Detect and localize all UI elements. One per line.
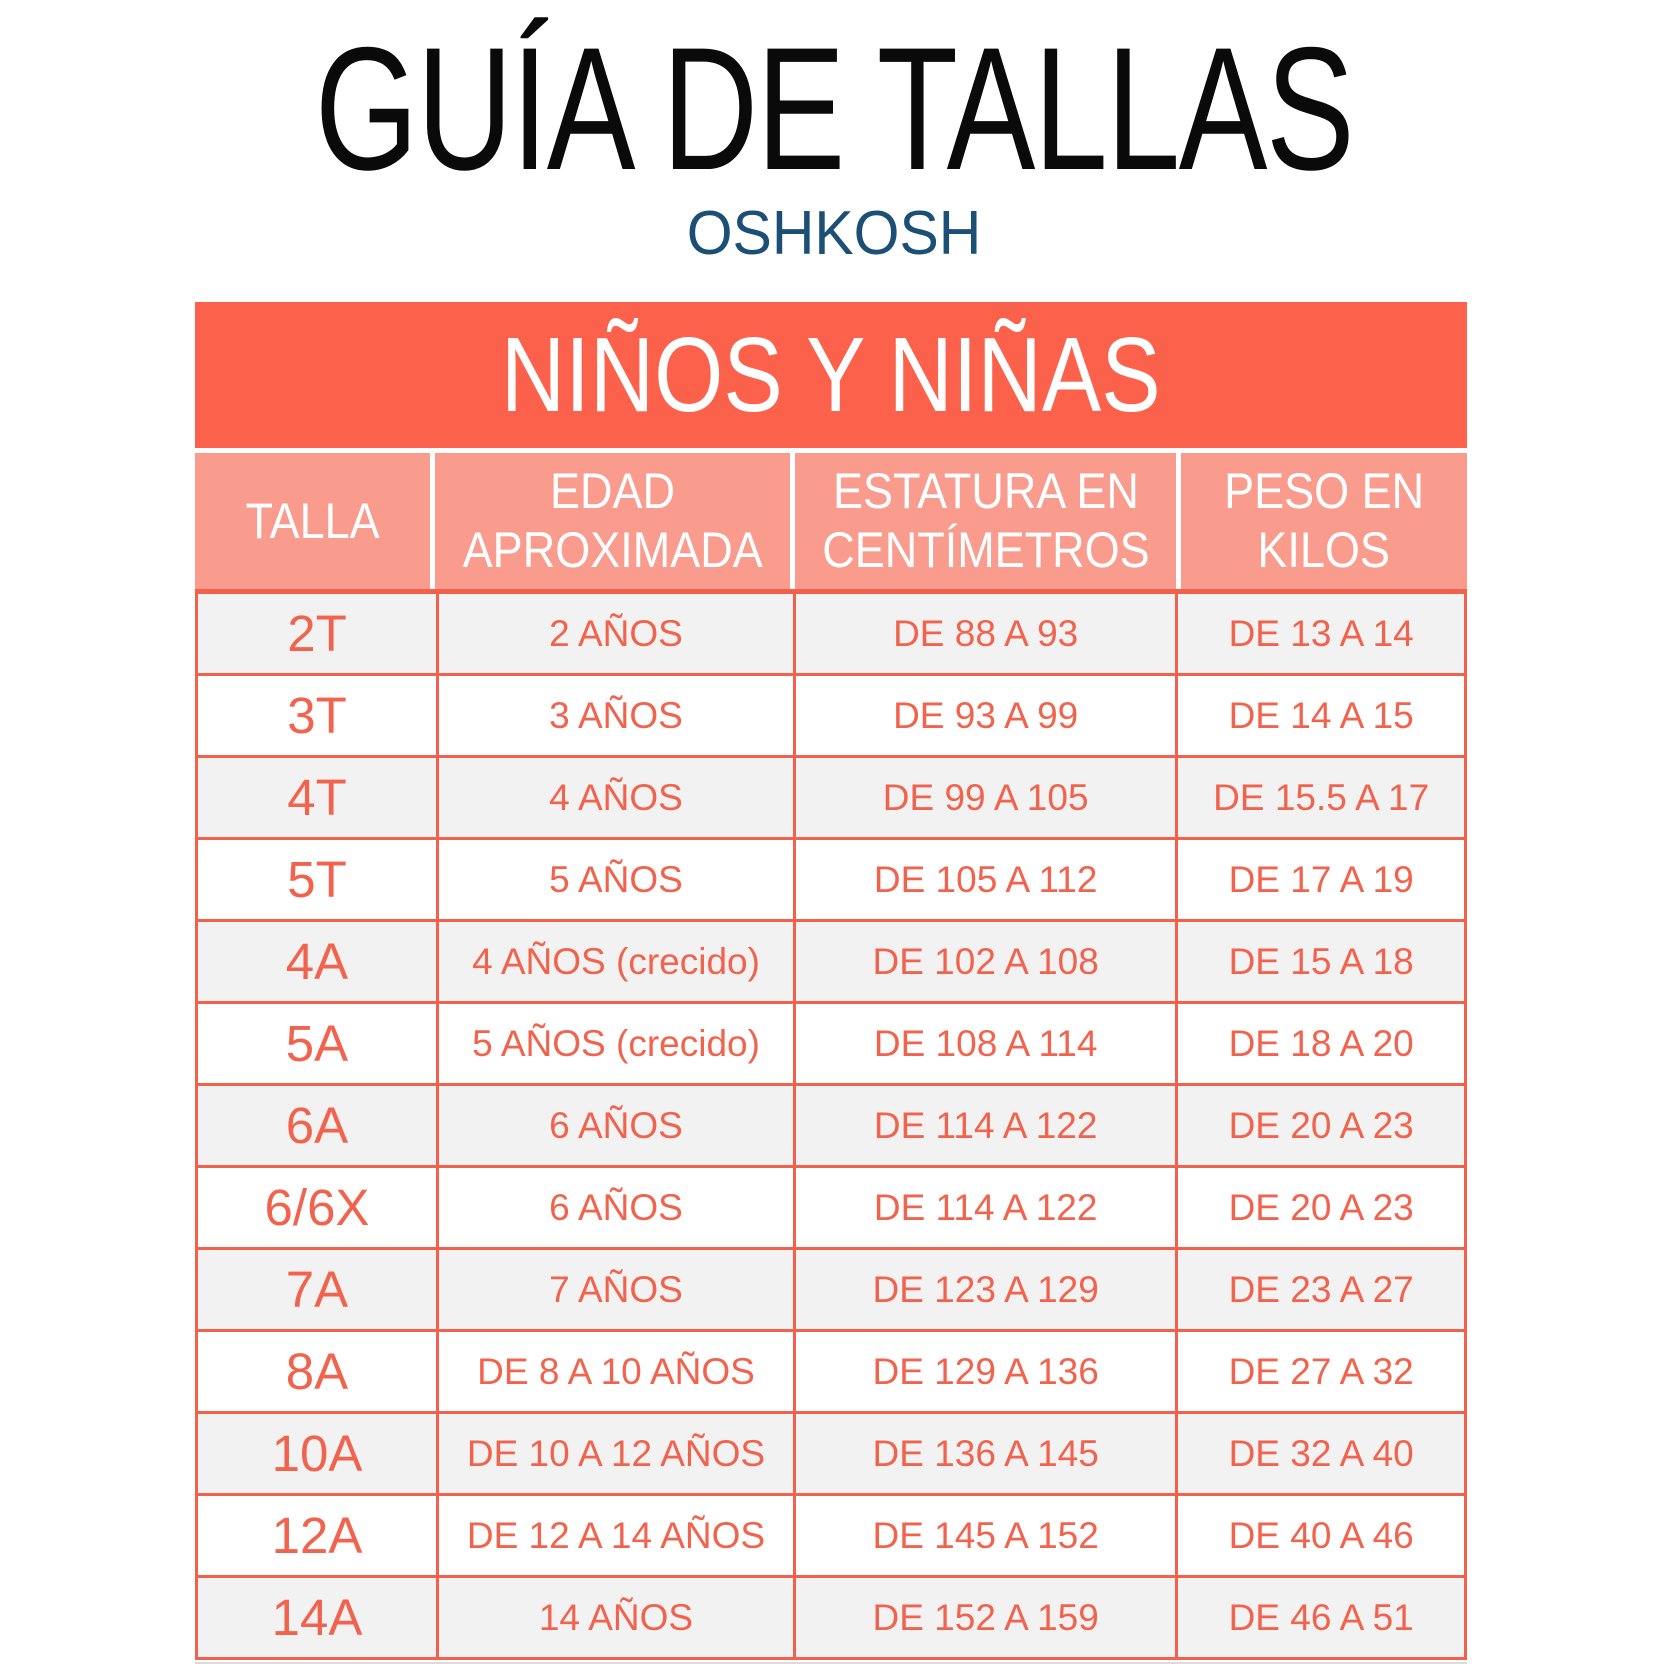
column-header-label: ESTATURA EN — [832, 463, 1139, 519]
column-header-label: PESO EN — [1223, 463, 1424, 519]
cell-edad: 4 AÑOS (crecido) — [436, 922, 793, 1001]
cell-peso: DE 27 A 32 — [1175, 1332, 1464, 1411]
page-title: GUÍA DE TALLAS — [314, 12, 1355, 207]
cell-edad: 2 AÑOS — [436, 594, 793, 673]
cell-edad: 4 AÑOS — [436, 758, 793, 837]
cell-peso: DE 40 A 46 — [1175, 1496, 1464, 1575]
cell-peso: DE 17 A 19 — [1175, 840, 1464, 919]
column-header-label: TALLA — [245, 492, 380, 549]
cell-peso: DE 20 A 23 — [1175, 1168, 1464, 1247]
cell-estatura: DE 152 A 159 — [793, 1578, 1175, 1657]
cell-talla: 4T — [287, 769, 347, 826]
column-header-peso: PESO EN KILOS — [1180, 453, 1467, 589]
table-row: 6A 6 AÑOS DE 114 A 122 DE 20 A 23 — [198, 1083, 1464, 1165]
cell-talla: 10A — [271, 1425, 363, 1482]
cell-peso: DE 15 A 18 — [1175, 922, 1464, 1001]
cell-estatura: DE 105 A 112 — [793, 840, 1175, 919]
cell-estatura: DE 114 A 122 — [793, 1168, 1175, 1247]
table-row: 4T 4 AÑOS DE 99 A 105 DE 15.5 A 17 — [198, 755, 1464, 837]
table-row: 7A 7 AÑOS DE 123 A 129 DE 23 A 27 — [198, 1247, 1464, 1329]
column-header-label: KILOS — [1257, 522, 1391, 578]
cell-edad: 6 AÑOS — [436, 1168, 793, 1247]
cell-peso: DE 23 A 27 — [1175, 1250, 1464, 1329]
cell-peso: DE 18 A 20 — [1175, 1004, 1464, 1083]
column-header-row: TALLA EDAD APROXIMADA ESTATURA EN CENTÍM… — [195, 453, 1467, 589]
cell-peso: DE 15.5 A 17 — [1175, 758, 1464, 837]
column-header-estatura: ESTATURA EN CENTÍMETROS — [795, 453, 1176, 589]
table-row: 14A 14 AÑOS DE 152 A 159 DE 46 A 51 — [198, 1575, 1464, 1657]
cell-edad: DE 8 A 10 AÑOS — [436, 1332, 793, 1411]
cell-estatura: DE 102 A 108 — [793, 922, 1175, 1001]
cell-talla: 2T — [287, 605, 347, 662]
cell-talla: 6A — [285, 1097, 349, 1154]
table-row: 2T 2 AÑOS DE 88 A 93 DE 13 A 14 — [198, 594, 1464, 673]
brand-name: OSHKOSH — [686, 199, 982, 268]
cell-estatura: DE 114 A 122 — [793, 1086, 1175, 1165]
cell-talla: 7A — [285, 1261, 349, 1318]
table-title: NIÑOS Y NIÑAS — [501, 316, 1161, 434]
cell-talla: 6/6X — [264, 1179, 370, 1236]
cell-talla: 14A — [271, 1589, 363, 1646]
table-row: 8A DE 8 A 10 AÑOS DE 129 A 136 DE 27 A 32 — [198, 1329, 1464, 1411]
table-title-banner: NIÑOS Y NIÑAS — [195, 302, 1467, 448]
size-guide-table: NIÑOS Y NIÑAS TALLA EDAD APROXIMADA ESTA… — [195, 302, 1467, 1660]
cell-edad: 14 AÑOS — [436, 1578, 793, 1657]
cell-edad: 7 AÑOS — [436, 1250, 793, 1329]
cell-talla: 12A — [271, 1507, 363, 1564]
column-header-label: CENTÍMETROS — [821, 522, 1150, 578]
cell-edad: 5 AÑOS (crecido) — [436, 1004, 793, 1083]
cell-peso: DE 20 A 23 — [1175, 1086, 1464, 1165]
cell-talla: 5T — [287, 851, 347, 908]
cell-estatura: DE 123 A 129 — [793, 1250, 1175, 1329]
cell-edad: 3 AÑOS — [436, 676, 793, 755]
cell-peso: DE 14 A 15 — [1175, 676, 1464, 755]
column-header-edad: EDAD APROXIMADA — [435, 453, 791, 589]
cell-peso: DE 32 A 40 — [1175, 1414, 1464, 1493]
cell-edad: DE 10 A 12 AÑOS — [436, 1414, 793, 1493]
table-body: 2T 2 AÑOS DE 88 A 93 DE 13 A 14 3T 3 AÑOS DE 9… — [195, 589, 1467, 1660]
cell-estatura: DE 99 A 105 — [793, 758, 1175, 837]
table-row: 5A 5 AÑOS (crecido) DE 108 A 114 DE 18 A 20 — [198, 1001, 1464, 1083]
column-header-label: EDAD — [550, 463, 676, 519]
table-row: 10A DE 10 A 12 AÑOS DE 136 A 145 DE 32 A 40 — [198, 1411, 1464, 1493]
cell-edad: 6 AÑOS — [436, 1086, 793, 1165]
cell-estatura: DE 108 A 114 — [793, 1004, 1175, 1083]
table-row: 5T 5 AÑOS DE 105 A 112 DE 17 A 19 — [198, 837, 1464, 919]
cell-edad: DE 12 A 14 AÑOS — [436, 1496, 793, 1575]
cell-talla: 3T — [287, 687, 347, 744]
cell-estatura: DE 136 A 145 — [793, 1414, 1175, 1493]
bottom-divider — [195, 1662, 1467, 1664]
table-row: 4A 4 AÑOS (crecido) DE 102 A 108 DE 15 A 18 — [198, 919, 1464, 1001]
cell-talla: 8A — [285, 1343, 349, 1400]
cell-estatura: DE 129 A 136 — [793, 1332, 1175, 1411]
table-row: 6/6X 6 AÑOS DE 114 A 122 DE 20 A 23 — [198, 1165, 1464, 1247]
table-row: 3T 3 AÑOS DE 93 A 99 DE 14 A 15 — [198, 673, 1464, 755]
cell-talla: 4A — [285, 933, 349, 990]
cell-edad: 5 AÑOS — [436, 840, 793, 919]
cell-talla: 5A — [285, 1015, 349, 1072]
cell-estatura: DE 93 A 99 — [793, 676, 1175, 755]
column-header-label: APROXIMADA — [462, 522, 763, 578]
cell-peso: DE 13 A 14 — [1175, 594, 1464, 673]
cell-peso: DE 46 A 51 — [1175, 1578, 1464, 1657]
cell-estatura: DE 88 A 93 — [793, 594, 1175, 673]
cell-estatura: DE 145 A 152 — [793, 1496, 1175, 1575]
table-row: 12A DE 12 A 14 AÑOS DE 145 A 152 DE 40 A 46 — [198, 1493, 1464, 1575]
column-header-talla: TALLA — [195, 453, 431, 589]
